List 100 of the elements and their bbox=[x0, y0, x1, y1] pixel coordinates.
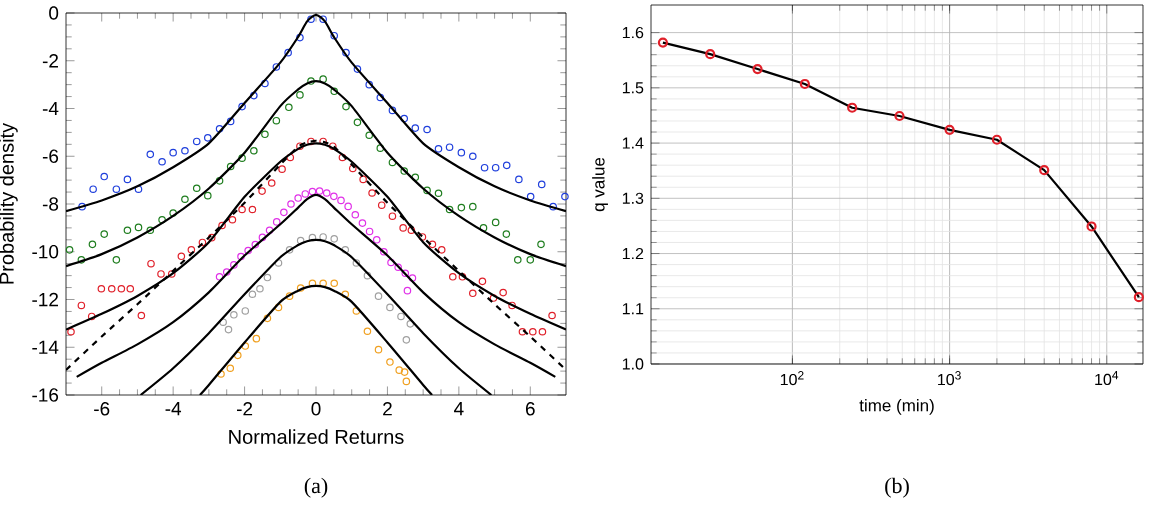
point bbox=[308, 233, 317, 242]
x-tick-label: 2 bbox=[383, 402, 392, 416]
point bbox=[358, 219, 367, 227]
point bbox=[117, 284, 126, 293]
point bbox=[315, 187, 324, 195]
point bbox=[146, 150, 155, 159]
point bbox=[218, 221, 226, 230]
point bbox=[365, 80, 374, 89]
point bbox=[374, 345, 383, 354]
x-axis-title: Normalized Returns bbox=[229, 429, 404, 444]
point bbox=[88, 240, 97, 249]
point bbox=[134, 185, 143, 193]
point bbox=[248, 205, 257, 214]
point bbox=[330, 87, 339, 96]
point bbox=[65, 246, 74, 254]
x-axis-title: time (min) bbox=[859, 398, 934, 415]
x-tick-label: 10$^{3}$ bbox=[938, 371, 961, 386]
point bbox=[238, 102, 246, 111]
point bbox=[238, 205, 246, 214]
point bbox=[285, 103, 293, 112]
y-tick-label: -16 bbox=[32, 388, 59, 402]
point bbox=[548, 311, 556, 320]
point bbox=[353, 118, 362, 127]
point bbox=[365, 131, 374, 140]
point bbox=[457, 148, 466, 157]
point bbox=[319, 75, 327, 83]
point bbox=[274, 259, 283, 267]
point bbox=[250, 146, 258, 155]
point bbox=[263, 273, 272, 282]
point bbox=[267, 179, 276, 187]
y-tick-label: -6 bbox=[42, 149, 59, 163]
point bbox=[258, 187, 266, 195]
point bbox=[169, 209, 177, 217]
point bbox=[386, 358, 394, 366]
y-tick-label: 1.2 bbox=[622, 247, 644, 260]
point bbox=[528, 327, 537, 336]
point bbox=[363, 327, 372, 336]
point bbox=[479, 224, 488, 232]
point bbox=[87, 312, 96, 321]
point bbox=[469, 152, 477, 161]
point bbox=[77, 256, 86, 264]
point bbox=[286, 153, 295, 162]
point bbox=[112, 185, 121, 193]
point bbox=[403, 286, 412, 295]
point bbox=[353, 65, 362, 73]
point bbox=[344, 202, 352, 211]
point bbox=[991, 134, 1003, 145]
point bbox=[705, 49, 716, 60]
point bbox=[203, 134, 212, 142]
x-tick-label: 10$^{2}$ bbox=[780, 371, 804, 386]
point bbox=[549, 202, 557, 211]
point bbox=[408, 274, 417, 282]
point bbox=[230, 310, 238, 319]
point bbox=[374, 292, 383, 300]
text: (b) bbox=[885, 477, 909, 498]
point bbox=[365, 227, 374, 236]
point bbox=[265, 226, 274, 235]
point bbox=[226, 162, 235, 171]
point bbox=[157, 270, 165, 278]
point bbox=[296, 284, 305, 292]
point bbox=[177, 252, 186, 261]
point bbox=[502, 230, 511, 238]
x-tick-label: 6 bbox=[525, 402, 535, 416]
point bbox=[351, 210, 360, 219]
point bbox=[394, 263, 402, 272]
y-tick-label: 1.4 bbox=[622, 137, 644, 149]
point bbox=[137, 311, 146, 320]
point bbox=[187, 246, 196, 254]
point bbox=[349, 164, 357, 173]
point bbox=[489, 294, 498, 302]
point bbox=[341, 246, 350, 254]
point bbox=[328, 142, 337, 151]
point bbox=[445, 205, 454, 214]
point bbox=[261, 79, 269, 88]
point bbox=[134, 223, 143, 232]
point bbox=[296, 33, 304, 42]
y-tick-label: 1.1 bbox=[622, 303, 644, 315]
point bbox=[388, 106, 397, 115]
point bbox=[280, 208, 288, 217]
point bbox=[457, 203, 466, 212]
point bbox=[319, 233, 327, 241]
y-tick-label: -8 bbox=[42, 197, 59, 211]
point bbox=[518, 327, 527, 336]
point bbox=[285, 246, 294, 254]
point bbox=[126, 284, 135, 293]
point bbox=[386, 303, 394, 312]
point bbox=[252, 334, 261, 343]
point bbox=[77, 301, 86, 310]
point bbox=[307, 77, 315, 85]
point bbox=[203, 191, 212, 200]
point bbox=[445, 143, 454, 151]
point bbox=[272, 116, 281, 125]
point bbox=[337, 196, 345, 205]
point bbox=[428, 240, 437, 249]
point bbox=[352, 259, 361, 267]
point bbox=[181, 146, 189, 155]
point bbox=[338, 153, 347, 162]
text: (a) bbox=[304, 477, 328, 498]
point bbox=[423, 186, 431, 195]
point bbox=[407, 226, 416, 235]
